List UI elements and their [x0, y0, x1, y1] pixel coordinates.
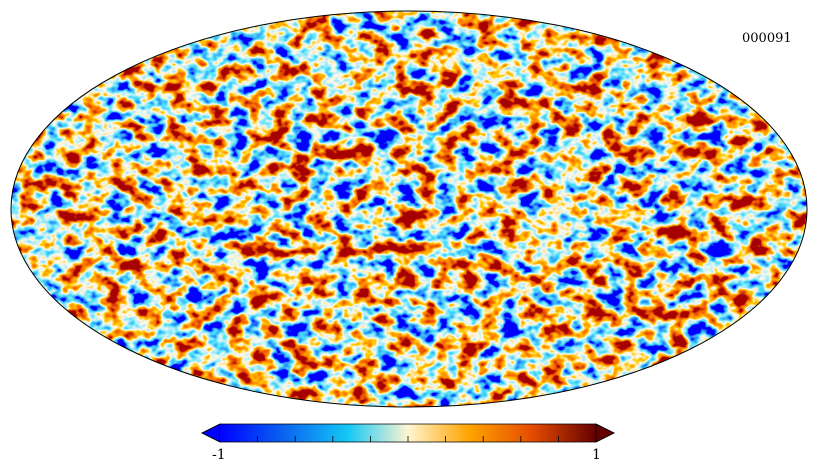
colorbar-right-arrow — [595, 423, 615, 443]
colorbar-max-label: 1 — [592, 447, 601, 463]
colorbar-outline — [201, 423, 615, 443]
colorbar-ticks — [257, 436, 559, 442]
sky-map-outline — [10, 10, 808, 408]
map-id-label: 000091 — [742, 31, 792, 46]
colorbar — [201, 423, 615, 443]
colorbar-left-arrow — [201, 423, 221, 443]
colorbar-min-label: -1 — [212, 447, 226, 463]
sky-map — [10, 10, 808, 408]
colorbar-gradient — [220, 424, 596, 442]
sky-map-field — [11, 11, 807, 407]
